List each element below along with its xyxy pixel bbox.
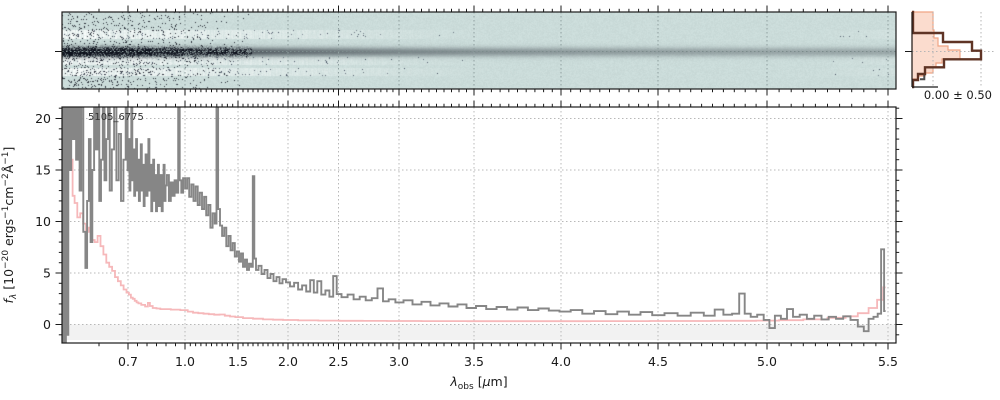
- x-tick-label: 5.0: [757, 354, 777, 369]
- x-tick-label: 2.0: [278, 354, 298, 369]
- x-tick-label: 3.5: [464, 354, 484, 369]
- x-tick-label: 1.0: [175, 354, 195, 369]
- panel-2d-overlay: [55, 5, 897, 96]
- panel-2d-ticks: [98, 5, 889, 96]
- x-tick-label: 4.5: [648, 354, 668, 369]
- profile-stats-label: 0.00 ± 0.50: [924, 88, 992, 102]
- spectrum-curve: [62, 107, 886, 343]
- x-axis-label: λobs [μm]: [449, 374, 507, 392]
- histogram-panel: [905, 10, 995, 89]
- x-tick-label: 2.5: [329, 354, 349, 369]
- y-axis-label: fλ [10−20 ergs−1cm−2Å−1]: [1, 147, 19, 304]
- error-curve: [70, 107, 886, 323]
- profile-model-fill: [911, 11, 961, 80]
- x-tick-label: 1.5: [228, 354, 248, 369]
- panel-2d-grid: [127, 12, 889, 89]
- 2d-spectrum-heatmap: [62, 12, 896, 89]
- y-tick-label: 20: [35, 111, 51, 126]
- y-tick-label: 0: [43, 317, 51, 332]
- main-plot-ticks: [55, 100, 903, 350]
- x-tick-label: 4.0: [551, 354, 571, 369]
- y-tick-label: 15: [35, 163, 51, 178]
- main-plot: 0.7 1.0 1.5 2.0 2.5 3.0 3.5 4.0 4.5 5.0 5.5 0 5 10 15 2…: [35, 100, 903, 369]
- y-tick-label: 10: [35, 214, 51, 229]
- x-tick-label: 3.0: [389, 354, 409, 369]
- main-plot-grid: [62, 107, 896, 343]
- below-zero-band: [62, 324, 896, 340]
- main-plot-frame: [61, 106, 897, 344]
- x-tick-label: 5.5: [878, 354, 898, 369]
- profile-step-line: [911, 10, 983, 89]
- x-tick-label: 0.7: [118, 354, 138, 369]
- y-tick-label: 5: [43, 266, 51, 281]
- source-id-label: 5105_6775: [88, 112, 144, 123]
- panel-2d-frame: [61, 11, 897, 90]
- main-plot-background: [62, 107, 896, 343]
